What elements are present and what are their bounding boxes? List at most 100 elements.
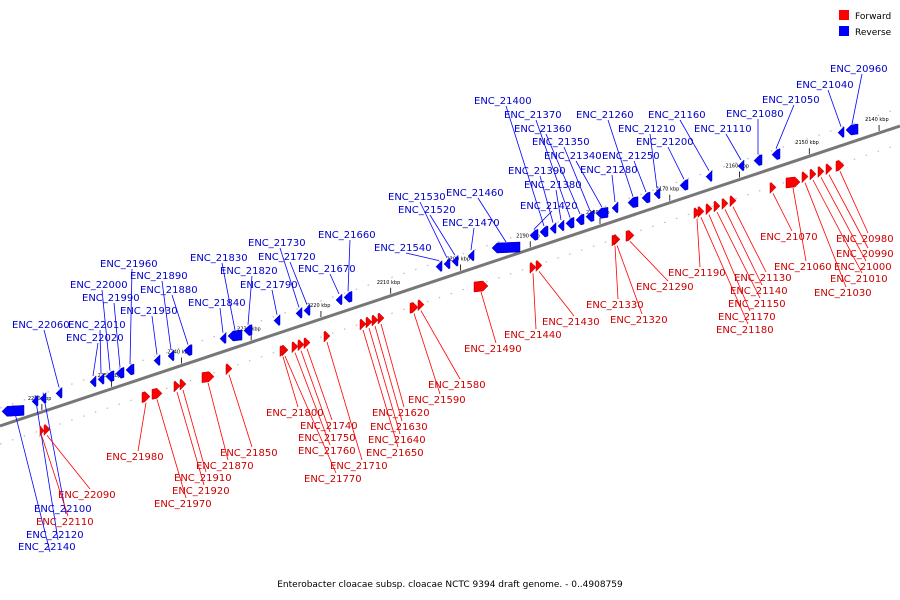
gene-arrow[interactable]: [771, 148, 781, 160]
gene-arrow[interactable]: [817, 165, 825, 178]
gene-arrow[interactable]: [713, 200, 721, 213]
gene-enc-20960[interactable]: ENC_20960: [830, 64, 888, 136]
gene-arrow[interactable]: [225, 363, 233, 376]
gene-arrow[interactable]: [653, 187, 661, 200]
gene-arrow[interactable]: [737, 159, 745, 172]
gene-enc-21960[interactable]: ENC_21960: [100, 259, 158, 376]
gene-enc-21360[interactable]: ENC_21360: [514, 124, 585, 226]
gene-enc-21380[interactable]: ENC_21380: [524, 180, 582, 232]
gene-arrow[interactable]: [279, 345, 287, 358]
gene-arrow[interactable]: [303, 337, 311, 350]
gene-enc-22090[interactable]: ENC_22090: [43, 423, 116, 501]
gene-enc-21490[interactable]: ENC_21490: [464, 280, 522, 355]
gene-enc-21580[interactable]: ENC_21580: [417, 299, 486, 391]
gene-enc-21030[interactable]: ENC_21030: [801, 171, 872, 299]
gene-enc-21640[interactable]: ENC_21640: [365, 316, 426, 446]
gene-enc-21800[interactable]: ENC_21800: [266, 345, 324, 419]
gene-arrow[interactable]: [55, 386, 63, 399]
gene-arrow[interactable]: [549, 222, 557, 235]
gene-arrow[interactable]: [565, 216, 575, 229]
gene-enc-21010[interactable]: ENC_21010: [809, 168, 888, 285]
gene-enc-21890[interactable]: ENC_21890: [130, 271, 188, 362]
gene-enc-21820[interactable]: ENC_21820: [220, 266, 278, 336]
gene-enc-21830[interactable]: ENC_21830: [190, 253, 248, 342]
gene-arrow[interactable]: [243, 324, 253, 336]
gene-arrow[interactable]: [467, 249, 475, 262]
gene-enc-21670[interactable]: ENC_21670: [298, 264, 356, 306]
gene-arrow[interactable]: [89, 375, 97, 388]
gene-arrow[interactable]: [219, 332, 227, 345]
gene-arrow[interactable]: [43, 423, 51, 436]
gene-arrow[interactable]: [611, 201, 619, 214]
gene-enc-21400[interactable]: ENC_21400: [474, 96, 549, 238]
gene-enc-21710[interactable]: ENC_21710: [323, 330, 388, 472]
gene-arrow[interactable]: [473, 280, 489, 293]
gene-enc-21140[interactable]: ENC_21140: [721, 197, 788, 297]
gene-enc-21910[interactable]: ENC_21910: [174, 378, 232, 484]
gene-enc-21190[interactable]: ENC_21190: [668, 207, 726, 279]
gene-enc-21920[interactable]: ENC_21920: [172, 380, 230, 497]
gene-arrow[interactable]: [273, 314, 281, 327]
gene-arrow[interactable]: [575, 213, 585, 226]
gene-arrow[interactable]: [753, 154, 763, 166]
gene-arrow[interactable]: [693, 207, 701, 220]
gene-enc-21150[interactable]: ENC_21150: [713, 200, 786, 310]
gene-arrow[interactable]: [595, 207, 609, 219]
gene-enc-21790[interactable]: ENC_21790: [240, 280, 298, 327]
gene-enc-21160[interactable]: ENC_21160: [648, 110, 713, 183]
gene-enc-22110[interactable]: ENC_22110: [36, 424, 94, 528]
gene-enc-21180[interactable]: ENC_21180: [697, 205, 774, 336]
gene-arrow[interactable]: [835, 160, 845, 172]
gene-arrow[interactable]: [845, 123, 859, 136]
gene-arrow[interactable]: [627, 196, 639, 208]
gene-enc-21260[interactable]: ENC_21260: [576, 110, 639, 208]
gene-enc-21390[interactable]: ENC_21390: [508, 166, 566, 235]
gene-enc-22020[interactable]: ENC_22020: [66, 333, 124, 388]
gene-arrow[interactable]: [173, 380, 181, 393]
gene-arrow[interactable]: [201, 371, 215, 383]
gene-arrow[interactable]: [323, 330, 331, 343]
gene-enc-21990[interactable]: ENC_21990: [82, 293, 140, 379]
gene-arrow[interactable]: [557, 219, 565, 232]
gene-arrow[interactable]: [359, 318, 367, 331]
gene-enc-21880[interactable]: ENC_21880: [140, 285, 198, 356]
gene-arrow[interactable]: [167, 349, 175, 362]
gene-enc-21840[interactable]: ENC_21840: [188, 298, 246, 345]
gene-enc-21420[interactable]: ENC_21420: [520, 201, 578, 241]
gene-arrow[interactable]: [705, 203, 713, 216]
gene-arrow[interactable]: [585, 210, 595, 222]
gene-arrow[interactable]: [115, 366, 125, 379]
gene-arrow[interactable]: [303, 304, 311, 317]
gene-arrow[interactable]: [227, 329, 243, 342]
gene-enc-21460[interactable]: ENC_21460: [446, 188, 521, 254]
gene-arrow[interactable]: [417, 299, 425, 312]
gene-enc-21080[interactable]: ENC_21080: [726, 109, 784, 166]
gene-enc-21070[interactable]: ENC_21070: [760, 181, 818, 243]
gene-arrow[interactable]: [291, 341, 299, 354]
gene-arrow[interactable]: [539, 225, 549, 238]
gene-arrow[interactable]: [153, 354, 161, 367]
gene-arrow[interactable]: [179, 378, 187, 391]
gene-enc-21110[interactable]: ENC_21110: [694, 124, 752, 172]
gene-arrow[interactable]: [39, 424, 45, 437]
gene-enc-21350[interactable]: ENC_21350: [532, 137, 595, 222]
gene-arrow[interactable]: [785, 176, 801, 189]
gene-arrow[interactable]: [125, 363, 135, 376]
gene-enc-21440[interactable]: ENC_21440: [504, 261, 562, 341]
gene-arrow[interactable]: [801, 171, 809, 184]
gene-arrow[interactable]: [721, 197, 729, 210]
gene-arrow[interactable]: [105, 370, 115, 382]
gene-enc-21850[interactable]: ENC_21850: [220, 363, 278, 459]
gene-enc-21740[interactable]: ENC_21740: [300, 337, 358, 432]
gene-enc-21750[interactable]: ENC_21750: [297, 339, 356, 444]
gene-enc-21540[interactable]: ENC_21540: [374, 243, 443, 273]
gene-arrow[interactable]: [625, 230, 635, 242]
gene-arrow[interactable]: [697, 205, 705, 218]
gene-enc-20990[interactable]: ENC_20990: [825, 163, 894, 260]
gene-enc-22120[interactable]: ENC_22120: [26, 394, 84, 541]
gene-enc-21720[interactable]: ENC_21720: [258, 252, 316, 317]
gene-enc-21980[interactable]: ENC_21980: [106, 391, 164, 463]
gene-enc-21530[interactable]: ENC_21530: [388, 192, 451, 270]
gene-arrow[interactable]: [295, 306, 303, 319]
gene-enc-21130[interactable]: ENC_21130: [729, 195, 792, 284]
